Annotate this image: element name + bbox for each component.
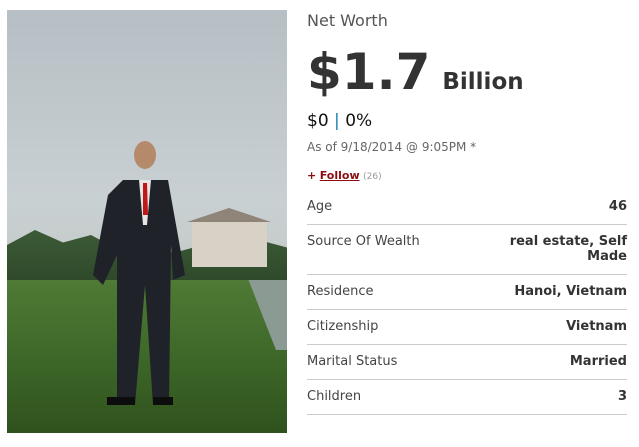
fact-label: Age [307,190,487,225]
follower-count: (26) [363,172,382,182]
change-amount: $0 [307,111,329,131]
change-separator: | [334,111,340,131]
plus-icon: + [307,169,317,182]
table-row: Residence Hanoi, Vietnam [307,274,627,310]
net-worth-title: Net Worth [307,11,388,30]
table-row: Marital Status Married [307,344,627,380]
table-row: Source Of Wealth real estate, Self Made [307,224,627,275]
fact-value: 46 [487,190,627,225]
fact-label: Source Of Wealth [307,224,487,275]
table-row: Age 46 [307,190,627,225]
fact-label: Children [307,379,487,415]
photo-house [187,208,271,267]
change-percent: 0% [345,111,373,131]
fact-value: Married [487,344,627,380]
follow-link[interactable]: Follow [319,169,360,182]
table-row: Citizenship Vietnam [307,309,627,345]
as-of-timestamp: As of 9/18/2014 @ 9:05PM * [307,140,477,154]
fact-label: Citizenship [307,309,487,345]
fact-value: Hanoi, Vietnam [487,274,627,310]
fact-value: real estate, Self Made [487,224,627,275]
fact-label: Marital Status [307,344,487,380]
net-worth-amount: $1.7 [307,43,431,101]
follow-control: + Follow (26) [307,169,382,182]
profile-facts-table: Age 46 Source Of Wealth real estate, Self … [307,190,627,415]
net-worth-change: $0 | 0% [307,111,372,131]
fact-value: Vietnam [487,309,627,345]
photo-water [248,280,287,350]
profile-photo [7,10,287,433]
table-row: Children 3 [307,379,627,415]
photo-person [93,141,185,405]
fact-label: Residence [307,274,487,310]
net-worth-value: $1.7 Billion [307,42,524,112]
net-worth-unit: Billion [442,69,524,95]
fact-value: 3 [487,379,627,415]
